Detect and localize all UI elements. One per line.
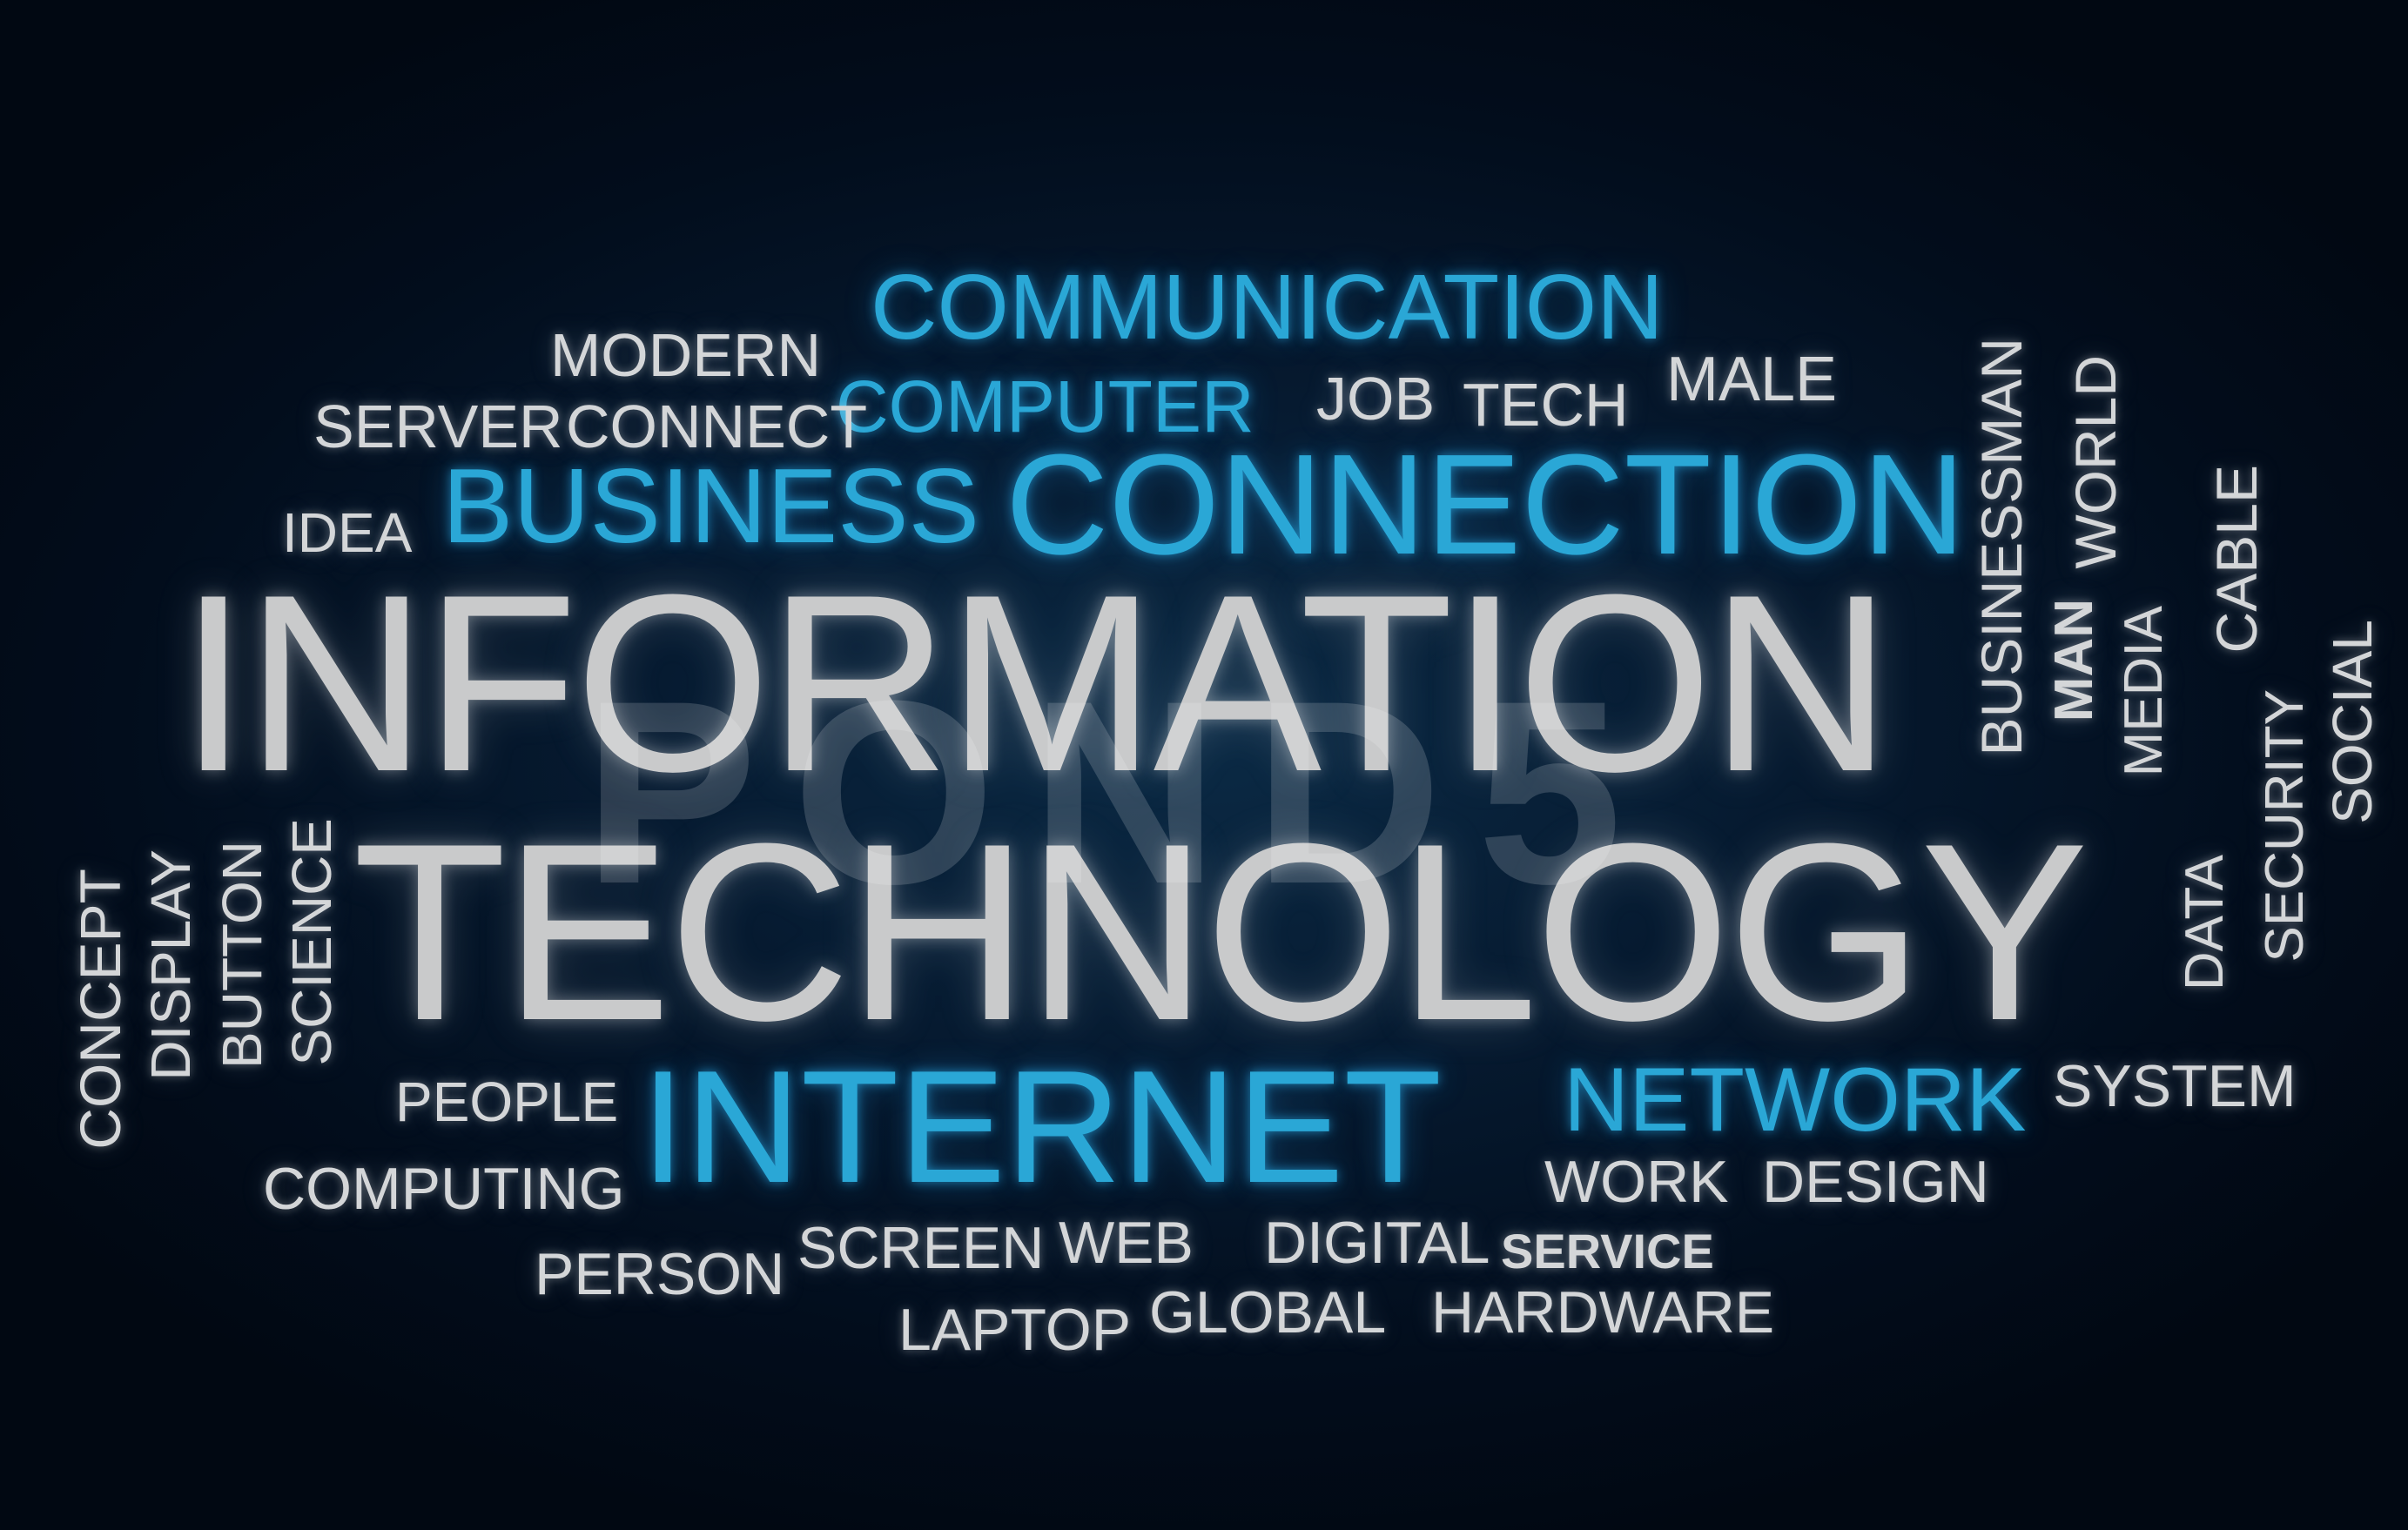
word-service: SERVICE <box>1501 1224 1714 1278</box>
watermark: POND5 <box>583 646 1658 938</box>
word-cable: CABLE <box>2204 465 2269 654</box>
word-network: NETWORK <box>1564 1050 2027 1151</box>
word-world: WORLD <box>2063 355 2128 569</box>
word-connect: CONNECT <box>566 393 868 460</box>
word-web: WEB <box>1059 1210 1194 1276</box>
word-people: PEOPLE <box>395 1070 619 1133</box>
word-system: SYSTEM <box>2053 1053 2297 1119</box>
word-display: DISPLAY <box>139 849 202 1081</box>
word-tech: TECH <box>1463 371 1629 439</box>
word-server: SERVER <box>313 393 563 460</box>
word-idea: IDEA <box>282 501 413 564</box>
word-job: JOB <box>1316 365 1436 433</box>
word-technology: TECHNOLOGY <box>353 791 2089 1073</box>
word-social: SOCIAL <box>2321 620 2384 824</box>
word-computing: COMPUTING <box>263 1156 625 1222</box>
word-button: BUTTON <box>211 841 273 1069</box>
word-work: WORK <box>1544 1149 1729 1215</box>
word-digital: DIGITAL <box>1264 1210 1490 1276</box>
word-person: PERSON <box>535 1241 785 1307</box>
word-data: DATA <box>2175 855 2235 991</box>
word-male: MALE <box>1666 345 1838 414</box>
word-laptop: LAPTOP <box>898 1297 1132 1363</box>
word-science: SCIENCE <box>280 818 343 1066</box>
word-security: SECURITY <box>2255 689 2315 963</box>
word-media: MEDIA <box>2114 606 2174 777</box>
word-communication: COMMUNICATION <box>871 256 1664 359</box>
word-screen: SCREEN <box>797 1215 1045 1281</box>
word-business: BUSINESS <box>442 446 979 565</box>
word-connection: CONNECTION <box>1006 425 1966 584</box>
word-design: DESIGN <box>1762 1149 1989 1215</box>
word-internet: INTERNET <box>641 1037 1442 1216</box>
word-global: GLOBAL <box>1149 1279 1387 1345</box>
word-man: MAN <box>2044 599 2104 722</box>
word-information: INFORMATION <box>178 542 1892 824</box>
word-businessman: BUSINESSMAN <box>1969 338 2034 756</box>
word-hardware: HARDWARE <box>1431 1279 1775 1345</box>
word-computer: COMPUTER <box>836 366 1254 447</box>
word-modern: MODERN <box>550 321 822 389</box>
word-concept: CONCEPT <box>68 869 132 1150</box>
